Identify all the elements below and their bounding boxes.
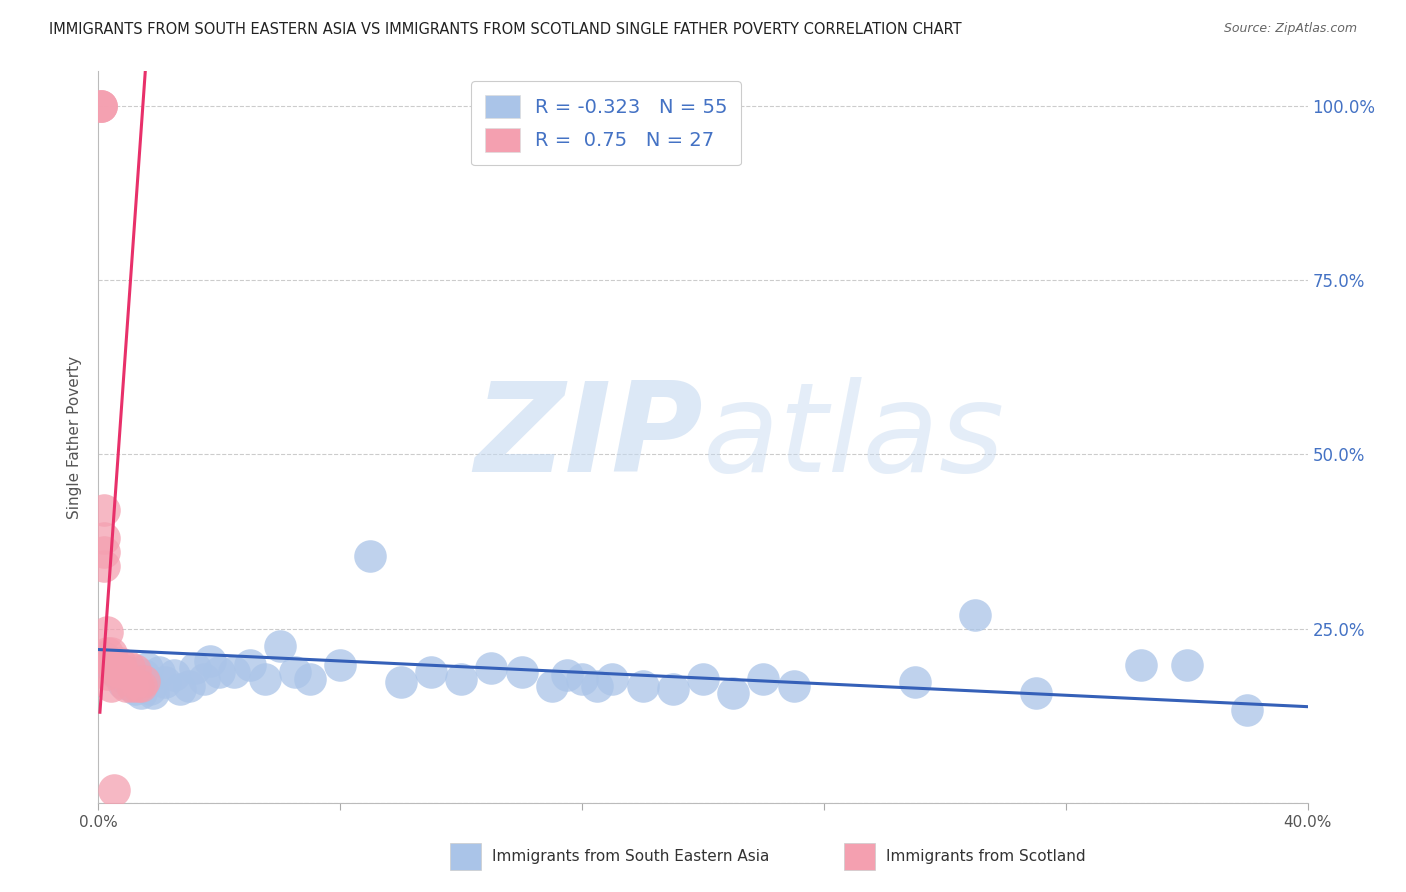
Point xyxy=(100,646,122,660)
Point xyxy=(108,657,131,671)
Point xyxy=(450,672,472,686)
Point xyxy=(510,665,533,679)
Point xyxy=(1175,657,1198,672)
Point xyxy=(692,672,714,686)
Point xyxy=(114,679,136,693)
Point xyxy=(105,664,128,678)
Point xyxy=(783,679,806,693)
Point xyxy=(224,665,246,679)
Point xyxy=(208,665,231,679)
Point xyxy=(111,665,134,679)
Text: Immigrants from Scotland: Immigrants from Scotland xyxy=(886,849,1085,863)
Point xyxy=(90,99,112,113)
Point xyxy=(661,682,683,697)
Point xyxy=(129,679,152,693)
Point xyxy=(100,679,122,693)
Point xyxy=(389,675,412,690)
Point xyxy=(179,679,201,693)
Point xyxy=(90,99,112,113)
Point xyxy=(904,675,927,690)
Point xyxy=(96,646,118,660)
Point xyxy=(114,672,136,686)
Point xyxy=(129,686,152,700)
Point xyxy=(1130,657,1153,672)
Point xyxy=(132,668,155,682)
Point xyxy=(108,662,131,676)
Point xyxy=(96,667,118,681)
Point xyxy=(127,679,149,693)
Point xyxy=(1024,686,1046,700)
Point xyxy=(193,672,215,686)
Point xyxy=(253,672,276,686)
Point xyxy=(169,682,191,697)
Point xyxy=(284,665,307,679)
Point xyxy=(124,682,146,697)
Point xyxy=(96,625,118,640)
Text: Source: ZipAtlas.com: Source: ZipAtlas.com xyxy=(1223,22,1357,36)
Point xyxy=(1236,703,1258,717)
Point xyxy=(555,668,578,682)
Point xyxy=(103,783,125,797)
Point xyxy=(299,672,322,686)
Point xyxy=(121,679,143,693)
Point xyxy=(420,665,443,679)
Text: IMMIGRANTS FROM SOUTH EASTERN ASIA VS IMMIGRANTS FROM SCOTLAND SINGLE FATHER POV: IMMIGRANTS FROM SOUTH EASTERN ASIA VS IM… xyxy=(49,22,962,37)
Point xyxy=(124,664,146,678)
Point xyxy=(602,672,624,686)
Point xyxy=(96,653,118,667)
Point xyxy=(93,649,115,664)
Point xyxy=(723,686,745,700)
Point xyxy=(118,665,141,679)
Point xyxy=(118,660,141,674)
Point xyxy=(103,657,125,671)
Point xyxy=(127,675,149,690)
Text: ZIP: ZIP xyxy=(474,376,703,498)
Point xyxy=(93,558,115,573)
Point xyxy=(105,667,128,681)
Point xyxy=(103,664,125,678)
Point xyxy=(132,673,155,688)
Point xyxy=(752,672,775,686)
Point xyxy=(100,657,122,671)
Point xyxy=(148,665,170,679)
Point xyxy=(121,668,143,682)
Point xyxy=(631,679,654,693)
Point xyxy=(586,679,609,693)
Point xyxy=(184,661,207,675)
Y-axis label: Single Father Poverty: Single Father Poverty xyxy=(67,356,83,518)
Point xyxy=(153,675,176,690)
Point xyxy=(90,99,112,113)
Point xyxy=(135,661,157,675)
Point xyxy=(360,549,382,563)
Point xyxy=(269,639,291,653)
Point xyxy=(571,672,593,686)
Point xyxy=(100,660,122,674)
Point xyxy=(93,531,115,545)
Text: atlas: atlas xyxy=(703,376,1005,498)
Point xyxy=(540,679,562,693)
Legend: R = -0.323   N = 55, R =  0.75   N = 27: R = -0.323 N = 55, R = 0.75 N = 27 xyxy=(471,81,741,166)
Point xyxy=(329,657,352,672)
Point xyxy=(93,503,115,517)
Point xyxy=(93,545,115,559)
Point xyxy=(481,661,503,675)
Point xyxy=(965,607,987,622)
Point xyxy=(142,686,165,700)
Point xyxy=(139,682,162,697)
Text: Immigrants from South Eastern Asia: Immigrants from South Eastern Asia xyxy=(492,849,769,863)
Point xyxy=(111,676,134,690)
Point xyxy=(239,657,262,672)
Point xyxy=(200,654,222,668)
Point xyxy=(103,664,125,678)
Point xyxy=(163,668,186,682)
